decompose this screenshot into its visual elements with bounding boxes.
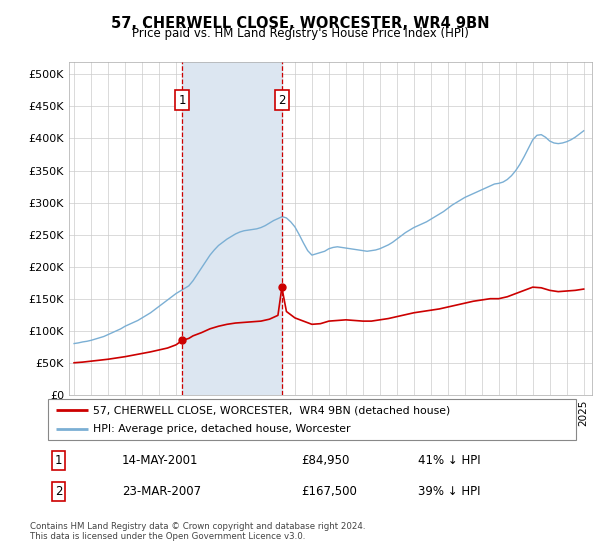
Text: 57, CHERWELL CLOSE, WORCESTER, WR4 9BN: 57, CHERWELL CLOSE, WORCESTER, WR4 9BN xyxy=(111,16,489,31)
Text: Contains HM Land Registry data © Crown copyright and database right 2024.
This d: Contains HM Land Registry data © Crown c… xyxy=(30,522,365,542)
Text: 1: 1 xyxy=(55,454,62,467)
Text: 39% ↓ HPI: 39% ↓ HPI xyxy=(418,486,480,498)
Text: 57, CHERWELL CLOSE, WORCESTER,  WR4 9BN (detached house): 57, CHERWELL CLOSE, WORCESTER, WR4 9BN (… xyxy=(93,405,450,415)
Text: 2: 2 xyxy=(278,94,286,106)
FancyBboxPatch shape xyxy=(48,399,576,440)
Text: 14-MAY-2001: 14-MAY-2001 xyxy=(122,454,199,467)
Text: 2: 2 xyxy=(55,486,62,498)
Bar xyxy=(182,62,282,395)
Text: 1: 1 xyxy=(179,94,186,106)
Text: Price paid vs. HM Land Registry's House Price Index (HPI): Price paid vs. HM Land Registry's House … xyxy=(131,27,469,40)
Text: 41% ↓ HPI: 41% ↓ HPI xyxy=(418,454,480,467)
Text: HPI: Average price, detached house, Worcester: HPI: Average price, detached house, Worc… xyxy=(93,424,350,433)
Text: 23-MAR-2007: 23-MAR-2007 xyxy=(122,486,201,498)
Text: £167,500: £167,500 xyxy=(301,486,358,498)
Text: £84,950: £84,950 xyxy=(301,454,350,467)
